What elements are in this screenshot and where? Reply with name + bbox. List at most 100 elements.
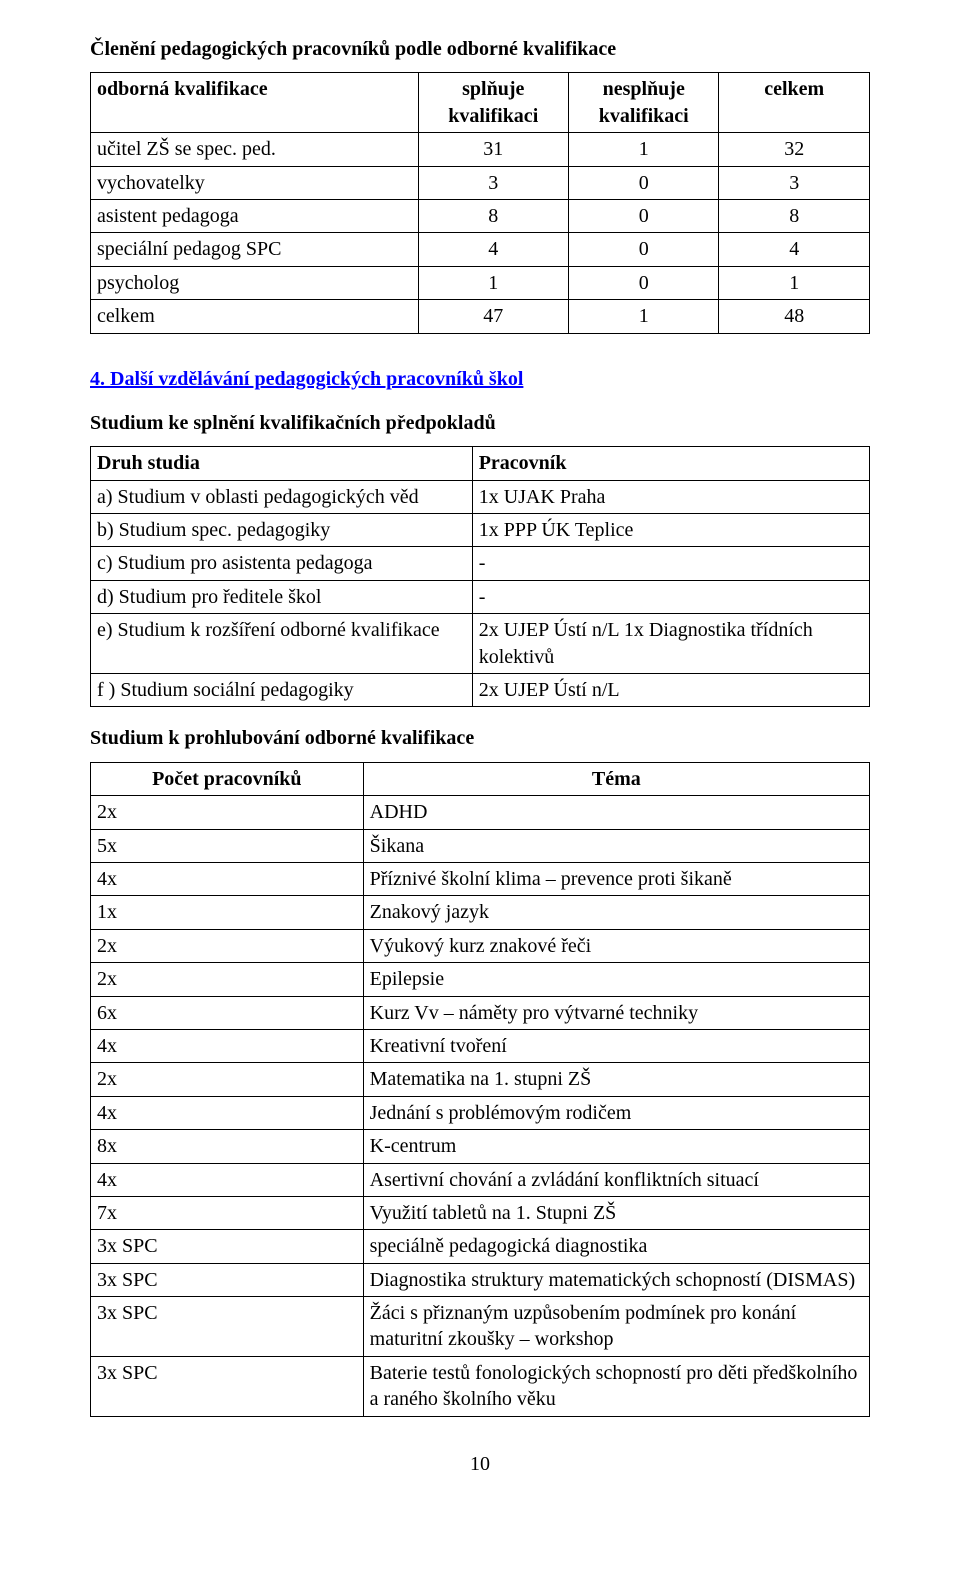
td: 0 (568, 199, 718, 232)
td: Kreativní tvoření (363, 1029, 869, 1062)
table-studium-2: Počet pracovníků Téma 2xADHD 5xŠikana 4x… (90, 762, 870, 1417)
td: učitel ZŠ se spec. ped. (91, 133, 419, 166)
td: 47 (418, 300, 568, 333)
table-row: Počet pracovníků Téma (91, 762, 870, 795)
table-row: učitel ZŠ se spec. ped. 31 1 32 (91, 133, 870, 166)
td: Epilepsie (363, 963, 869, 996)
table-row: 3x SPCDiagnostika struktury matematickýc… (91, 1263, 870, 1296)
table-row: 4xKreativní tvoření (91, 1029, 870, 1062)
table-row: 5xŠikana (91, 829, 870, 862)
td: 0 (568, 233, 718, 266)
page: Členění pedagogických pracovníků podle o… (0, 0, 960, 1497)
table-row: odborná kvalifikace splňuje kvalifikaci … (91, 73, 870, 133)
td: 2x (91, 963, 364, 996)
td: Žáci s přiznaným uzpůsobením podmínek pr… (363, 1297, 869, 1357)
td: e) Studium k rozšíření odborné kvalifika… (91, 614, 473, 674)
td: 4x (91, 862, 364, 895)
td: 4x (91, 1029, 364, 1062)
td: 2x UJEP Ústí n/L (472, 674, 869, 707)
th: nesplňuje kvalifikaci (568, 73, 718, 133)
td: - (472, 547, 869, 580)
td: speciální pedagog SPC (91, 233, 419, 266)
td: 2x (91, 1063, 364, 1096)
th: celkem (719, 73, 870, 133)
td: 8 (719, 199, 870, 232)
td: 1x UJAK Praha (472, 480, 869, 513)
table-row: 2xADHD (91, 796, 870, 829)
td: 1x PPP ÚK Teplice (472, 514, 869, 547)
td: 1 (568, 133, 718, 166)
td: c) Studium pro asistenta pedagoga (91, 547, 473, 580)
td: 5x (91, 829, 364, 862)
table-row: 2xVýukový kurz znakové řeči (91, 929, 870, 962)
table-row: e) Studium k rozšíření odborné kvalifika… (91, 614, 870, 674)
subheading-1: Studium ke splnění kvalifikačních předpo… (90, 410, 870, 436)
table-row: 1xZnakový jazyk (91, 896, 870, 929)
td: K-centrum (363, 1130, 869, 1163)
td: 1 (719, 266, 870, 299)
td: 3x SPC (91, 1297, 364, 1357)
table-row: 3x SPCBaterie testů fonologických schopn… (91, 1356, 870, 1416)
table-row: f ) Studium sociální pedagogiky 2x UJEP … (91, 674, 870, 707)
td: a) Studium v oblasti pedagogických věd (91, 480, 473, 513)
page-number: 10 (90, 1451, 870, 1477)
table-row: 2xMatematika na 1. stupni ZŠ (91, 1063, 870, 1096)
td: speciálně pedagogická diagnostika (363, 1230, 869, 1263)
td: 1 (418, 266, 568, 299)
td: 4x (91, 1096, 364, 1129)
td: 7x (91, 1196, 364, 1229)
th: odborná kvalifikace (91, 73, 419, 133)
td: d) Studium pro ředitele škol (91, 580, 473, 613)
td: Jednání s problémovým rodičem (363, 1096, 869, 1129)
td: Baterie testů fonologických schopností p… (363, 1356, 869, 1416)
td: 32 (719, 133, 870, 166)
td: 4 (418, 233, 568, 266)
table-row: Druh studia Pracovník (91, 447, 870, 480)
table-row: 4xPříznivé školní klima – prevence proti… (91, 862, 870, 895)
td: - (472, 580, 869, 613)
td: b) Studium spec. pedagogiky (91, 514, 473, 547)
td: asistent pedagoga (91, 199, 419, 232)
td: 6x (91, 996, 364, 1029)
td: 8x (91, 1130, 364, 1163)
table-row: b) Studium spec. pedagogiky 1x PPP ÚK Te… (91, 514, 870, 547)
td: 4 (719, 233, 870, 266)
td: 8 (418, 199, 568, 232)
td: ADHD (363, 796, 869, 829)
td: 1x (91, 896, 364, 929)
td: Diagnostika struktury matematických scho… (363, 1263, 869, 1296)
table-row: 7xVyužití tabletů na 1. Stupni ZŠ (91, 1196, 870, 1229)
td: psycholog (91, 266, 419, 299)
table-row: 8xK-centrum (91, 1130, 870, 1163)
td: 3x SPC (91, 1356, 364, 1416)
table-row: 4xAsertivní chování a zvládání konfliktn… (91, 1163, 870, 1196)
table-row: d) Studium pro ředitele škol - (91, 580, 870, 613)
td: 31 (418, 133, 568, 166)
td: Pracovník (472, 447, 869, 480)
table-row: a) Studium v oblasti pedagogických věd 1… (91, 480, 870, 513)
td: celkem (91, 300, 419, 333)
table-row: vychovatelky 3 0 3 (91, 166, 870, 199)
td: f ) Studium sociální pedagogiky (91, 674, 473, 707)
td: Matematika na 1. stupni ZŠ (363, 1063, 869, 1096)
table-qualification: odborná kvalifikace splňuje kvalifikaci … (90, 72, 870, 333)
th: splňuje kvalifikaci (418, 73, 568, 133)
td: 0 (568, 166, 718, 199)
td: 1 (568, 300, 718, 333)
td: 3x SPC (91, 1230, 364, 1263)
table-row: speciální pedagog SPC 4 0 4 (91, 233, 870, 266)
th: Téma (363, 762, 869, 795)
table-row: 3x SPCspeciálně pedagogická diagnostika (91, 1230, 870, 1263)
td: Druh studia (91, 447, 473, 480)
td: Šikana (363, 829, 869, 862)
td: 48 (719, 300, 870, 333)
table-studium-1: Druh studia Pracovník a) Studium v oblas… (90, 446, 870, 707)
table-row: 4xJednání s problémovým rodičem (91, 1096, 870, 1129)
td: 3 (418, 166, 568, 199)
td: 2x UJEP Ústí n/L 1x Diagnostika třídních… (472, 614, 869, 674)
section-4-title: 4. Další vzdělávání pedagogických pracov… (90, 366, 870, 392)
td: Znakový jazyk (363, 896, 869, 929)
table-row: psycholog 1 0 1 (91, 266, 870, 299)
td: 2x (91, 929, 364, 962)
td: 3 (719, 166, 870, 199)
